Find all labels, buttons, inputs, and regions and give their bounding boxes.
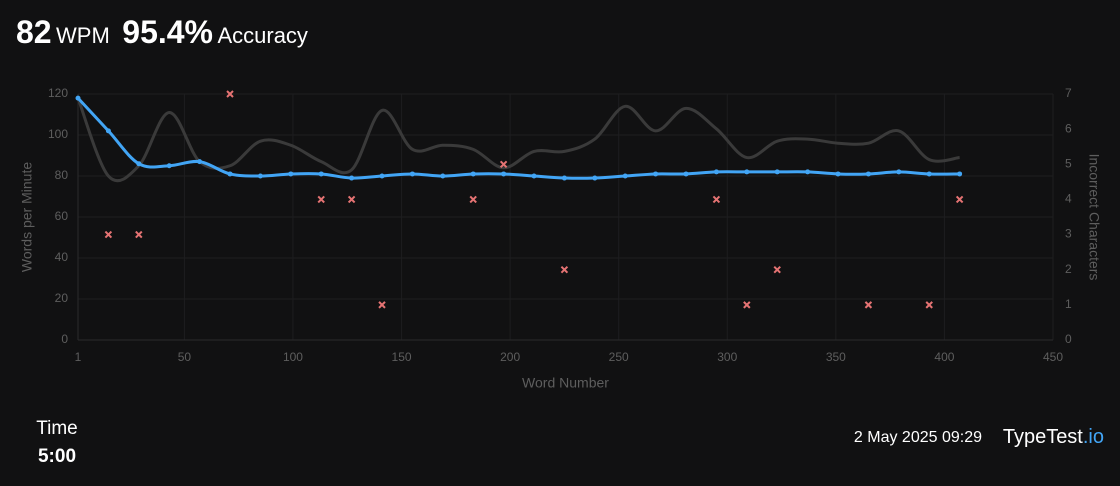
error-marker [955,195,964,204]
y2-tick-label: 3 [1065,227,1072,241]
point [440,173,446,179]
point [957,171,963,177]
y-tick-label: 0 [61,332,68,346]
y-tick-label: 80 [55,168,69,182]
error-marker [712,195,721,204]
y-axis-title: Words per Minute [19,162,35,272]
error-marker [499,160,508,168]
y2-tick-label: 2 [1065,262,1072,276]
point [744,169,750,175]
x-tick-label: 450 [1043,350,1063,364]
x-tick-label: 350 [826,350,846,364]
y2-tick-label: 6 [1065,121,1072,135]
point [288,171,294,177]
accuracy-label: Accuracy [217,23,308,48]
error-marker [773,266,781,274]
brand: TypeTest.io [1003,426,1104,449]
time-label: Time [36,418,78,439]
point [622,173,628,179]
point [835,171,841,177]
point [136,161,142,167]
accuracy: 95.4% [122,14,213,50]
brand-name: TypeTest [1002,426,1083,448]
wpm-label: WPM [56,23,110,48]
time: 5:00 [37,446,77,467]
y-tick-label: 60 [55,209,69,223]
point [683,171,689,177]
point [865,171,871,177]
x-tick-label: 100 [283,350,303,364]
error-marker [743,301,751,309]
error-marker [864,301,873,309]
error-marker [104,230,113,239]
point [166,163,172,169]
y-tick-label: 40 [55,250,69,264]
point [713,169,719,175]
x-tick-label: 150 [392,350,412,364]
point [774,169,780,175]
error-marker [226,90,234,98]
y2-tick-label: 1 [1065,297,1072,311]
point [257,173,263,179]
point [75,95,81,101]
y2-tick-label: 7 [1065,86,1072,100]
error-marker [469,195,477,204]
point [805,169,811,175]
x-tick-label: 50 [178,350,192,364]
point [561,175,567,181]
y-tick-label: 120 [48,86,68,100]
y2-axis-title: Incorrect Characters [1086,154,1102,281]
error-marker [317,195,325,204]
x-axis-title: Word Number [522,375,609,391]
error-marker [347,195,356,204]
error-marker [560,266,569,274]
y2-tick-label: 5 [1065,156,1072,170]
stats: 82 WPM 95.4% Accuracy [16,14,308,51]
y2-tick-label: 4 [1065,192,1072,206]
point [896,169,902,175]
x-tick-label: 250 [609,350,629,364]
point [501,171,507,177]
point [470,171,476,177]
error-marker [378,301,386,309]
point [227,171,233,177]
y-tick-label: 100 [48,127,68,141]
line [76,97,960,180]
point [105,128,111,134]
y2-tick-label: 0 [1065,332,1072,346]
point [318,171,324,177]
x-tick-label: 400 [934,350,954,364]
brand-suffix: .io [1082,426,1104,448]
point [592,175,598,181]
x-tick-label: 200 [500,350,520,364]
x-tick-label: 300 [717,350,737,364]
point [409,171,415,177]
line [76,97,960,183]
point [349,175,355,181]
point [531,173,537,179]
point [926,171,932,177]
x-tick-label: 1 [75,350,82,364]
y-tick-label: 20 [55,291,69,305]
error-marker [925,301,933,309]
date: 2 May 2025 09:29 [853,429,982,446]
point [197,159,203,165]
point [653,171,659,177]
error-marker [135,230,143,239]
point [379,173,385,179]
wpm: 82 [16,14,52,50]
